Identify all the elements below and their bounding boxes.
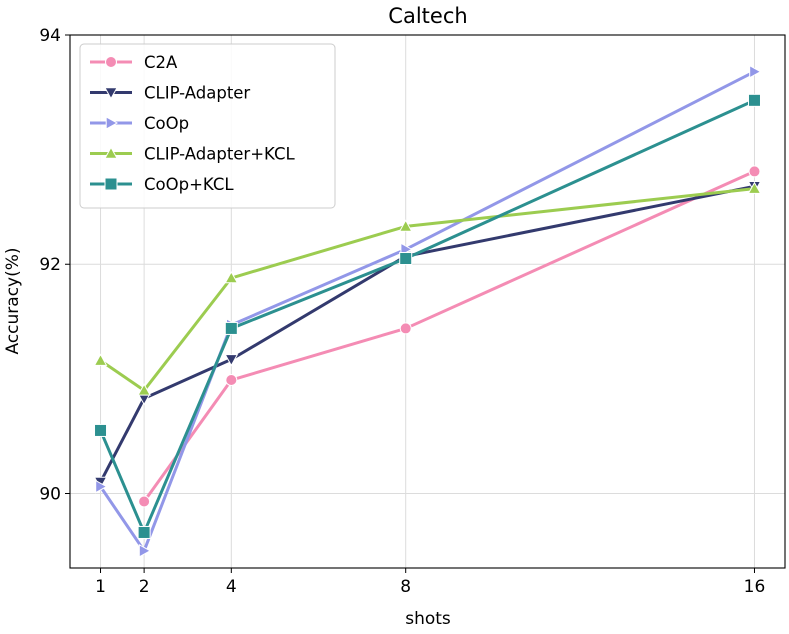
legend-entry: CoOp (90, 114, 189, 133)
data-point (137, 525, 151, 539)
data-point (225, 374, 238, 387)
legend-label: CLIP-Adapter+KCL (144, 145, 295, 164)
x-tick-label: 2 (139, 577, 150, 597)
data-point (224, 270, 239, 284)
x-tick-label: 4 (226, 577, 237, 597)
legend-label: CLIP-Adapter (144, 84, 250, 103)
series-line (99, 187, 755, 392)
legend-marker (104, 177, 118, 191)
data-point (93, 353, 108, 366)
data-point (398, 219, 413, 232)
data-point (748, 165, 761, 178)
legend-label: CoOp (144, 114, 189, 133)
data-point (224, 354, 239, 367)
y-axis-label: Accuracy(%) (3, 247, 23, 354)
data-point (747, 93, 761, 107)
legend-marker (104, 146, 118, 159)
x-axis-label: shots (405, 609, 451, 629)
chart-title: Caltech (388, 4, 467, 28)
legend-box (79, 43, 336, 209)
legend-entry: CoOp+KCL (90, 175, 234, 194)
series-c2a (138, 165, 761, 508)
data-point (138, 495, 151, 508)
y-tick-label: 94 (39, 26, 61, 46)
series-clip-adapter (93, 181, 762, 490)
y-tick-label: 92 (39, 255, 61, 275)
x-tick-label: 8 (400, 577, 411, 597)
legend-marker (105, 56, 117, 68)
data-point (224, 321, 238, 335)
y-tick-label: 90 (39, 484, 61, 504)
tick-layer: 1 2 4 8 16 90 92 94 (39, 26, 765, 597)
data-point (399, 252, 413, 266)
data-point (95, 479, 108, 494)
x-tick-label: 16 (744, 577, 766, 597)
series-coop-kcl (94, 93, 761, 539)
data-point (399, 322, 412, 335)
data-point (137, 383, 151, 396)
series-line (99, 184, 755, 483)
data-point (747, 181, 762, 194)
legend-marker (104, 87, 118, 100)
series-clip-adapter-kcl (93, 181, 762, 396)
legend: C2A CLIP-Adapter CoOp CLIP-Adapter+KCL CoOp+… (79, 43, 336, 209)
legend-marker (105, 116, 119, 130)
legend-entry: CLIP-Adapter+KCL (90, 145, 295, 164)
data-point (138, 543, 152, 558)
x-tick-label: 1 (95, 577, 106, 597)
data-point (94, 423, 108, 437)
legend-label: CoOp+KCL (144, 175, 234, 194)
plot-frame (69, 34, 786, 569)
data-point (749, 64, 762, 79)
legend-label: C2A (144, 53, 178, 72)
series-layer (93, 64, 762, 558)
legend-entry: C2A (90, 53, 178, 72)
legend-entry: CLIP-Adapter (90, 84, 250, 103)
